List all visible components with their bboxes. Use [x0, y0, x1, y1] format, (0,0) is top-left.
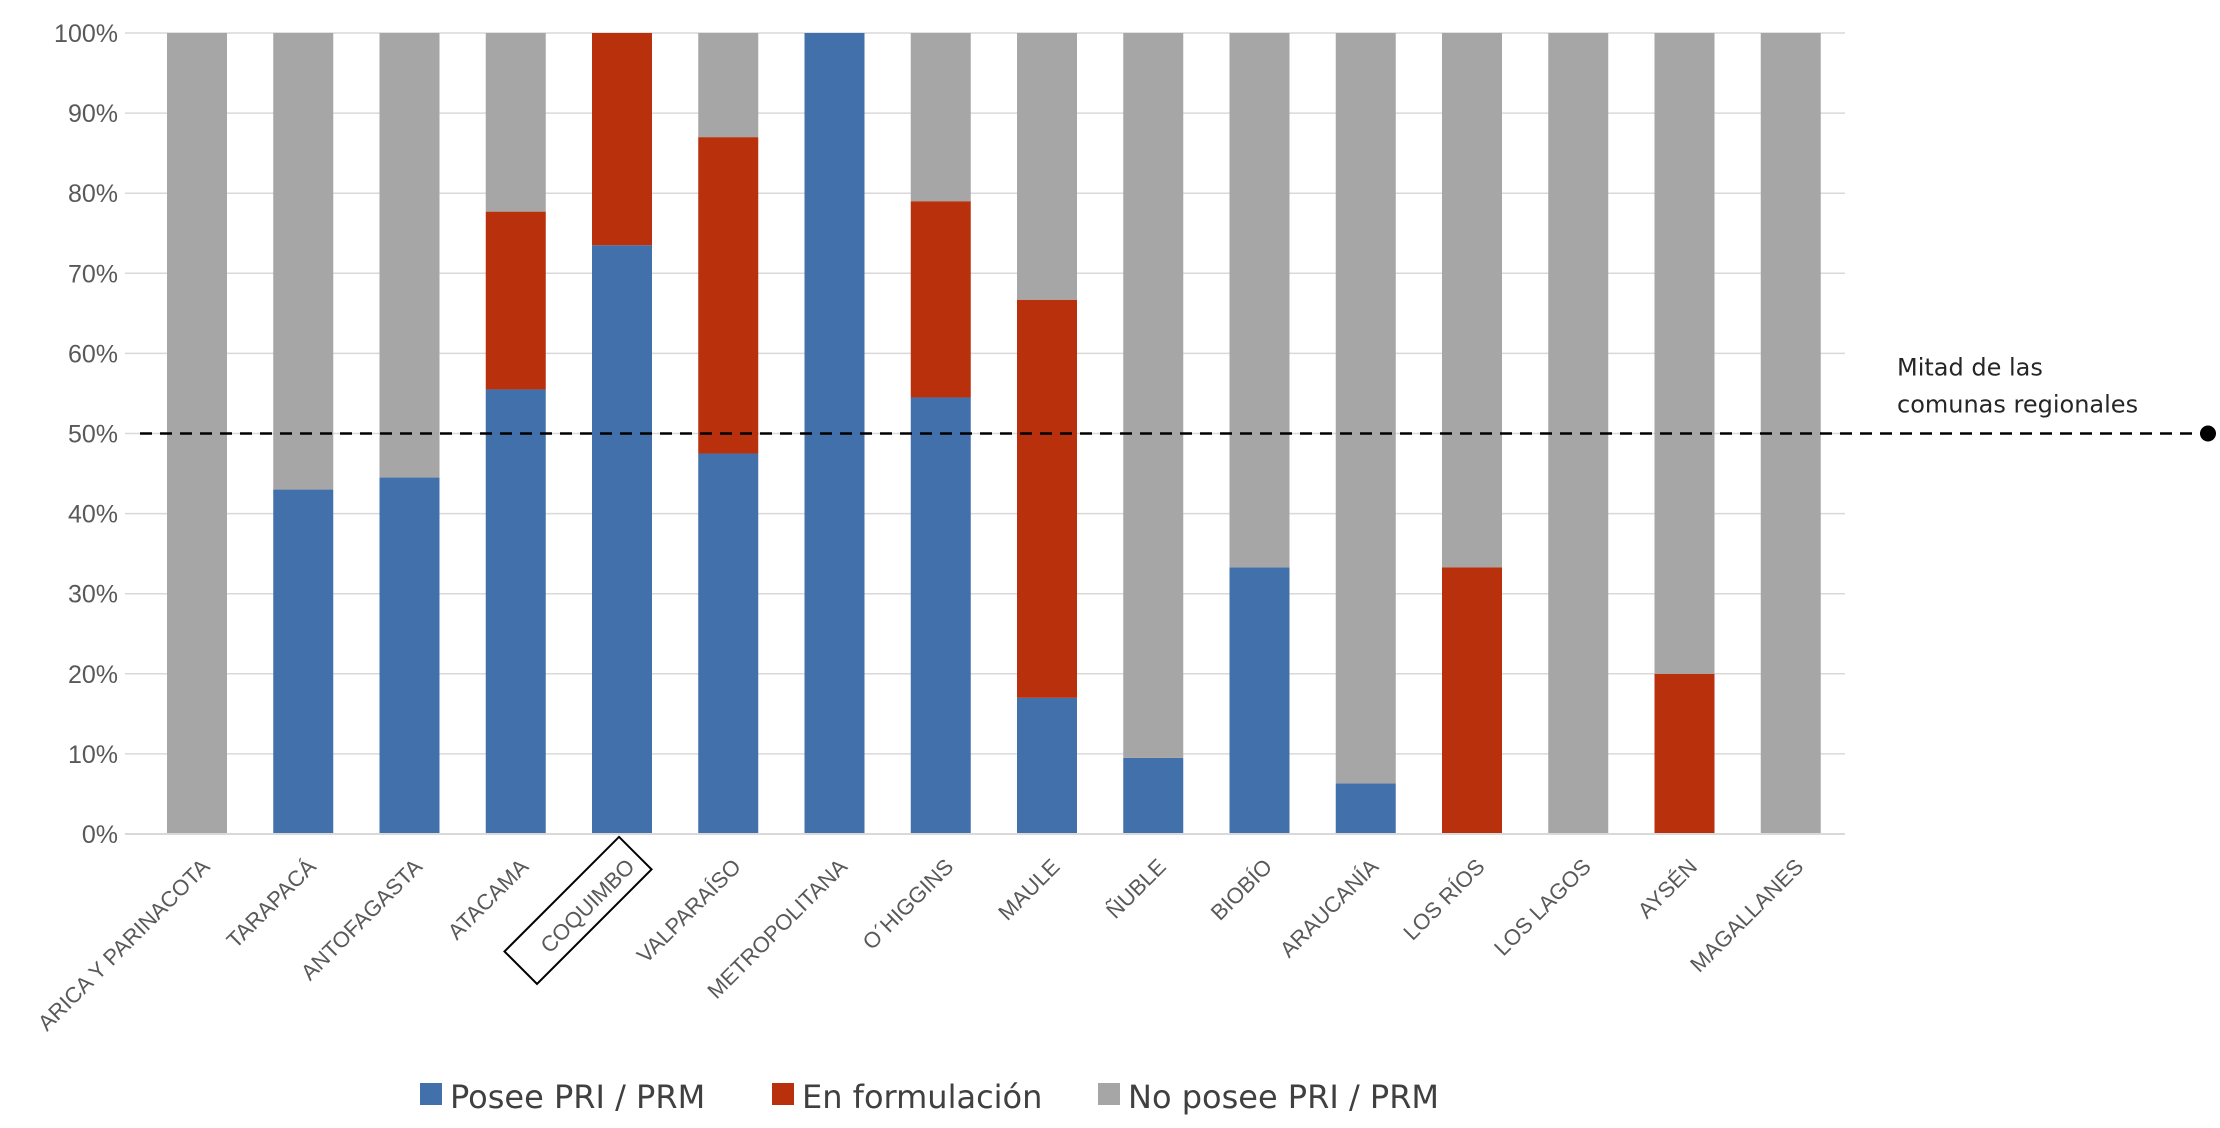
legend-swatch — [1098, 1083, 1120, 1105]
y-tick-label: 50% — [68, 421, 118, 449]
bar-segment — [1335, 33, 1396, 784]
reference-line-endpoint — [2200, 425, 2216, 442]
bar-segment — [592, 245, 652, 834]
y-tick-label: 40% — [68, 501, 118, 529]
category-label: BIOBÍO — [1206, 854, 1277, 925]
category-label: MAULE — [993, 854, 1064, 925]
y-tick-label: 70% — [68, 260, 118, 288]
bar-segment — [379, 477, 440, 834]
bar-segment — [1442, 567, 1502, 834]
bar-segment — [1017, 697, 1077, 834]
bar-segment — [1335, 783, 1396, 834]
category-label: ATACAMA — [443, 854, 534, 945]
reference-line-label-line1: Mitad de las — [1897, 354, 2043, 382]
category-label: TARAPACÁ — [222, 854, 321, 953]
reference-line-label-line2: comunas regionales — [1897, 391, 2138, 419]
y-tick-label: 10% — [68, 741, 118, 769]
bar-segment — [485, 33, 546, 212]
y-tick-label: 80% — [68, 180, 118, 208]
bar-segment — [485, 389, 546, 834]
category-label: ARAUCANÍA — [1275, 854, 1384, 963]
bar-segment — [1548, 33, 1609, 834]
bar-segment — [698, 33, 759, 138]
bar-segment — [910, 33, 971, 202]
y-tick-label: 0% — [82, 821, 118, 849]
bar-segment — [910, 397, 971, 834]
y-tick-label: 20% — [68, 661, 118, 689]
bar-segment — [273, 33, 334, 490]
bar-segment — [1017, 33, 1077, 300]
legend-swatch — [772, 1083, 794, 1105]
bar-segment — [273, 489, 334, 834]
bar-segment — [910, 201, 971, 398]
bar-segment — [1654, 673, 1715, 834]
legend-label: Posee PRI / PRM — [450, 1078, 705, 1116]
category-label: ARICA Y PARINACOTA — [33, 854, 215, 1036]
y-tick-label: 30% — [68, 581, 118, 609]
category-label: LOS LAGOS — [1489, 854, 1596, 961]
bar-segment — [379, 33, 440, 478]
legend-label: En formulación — [802, 1078, 1042, 1116]
legend: Posee PRI / PRM En formulación No posee PR… — [420, 1078, 1439, 1116]
category-label: LOS RÍOS — [1398, 854, 1489, 945]
bar-segment — [1229, 567, 1290, 834]
category-label: O´HIGGINS — [858, 854, 959, 955]
category-label: AYSÉN — [1633, 854, 1702, 923]
legend-swatch — [420, 1083, 442, 1105]
bar-segment — [167, 33, 227, 834]
category-label: MAGALLANES — [1685, 854, 1808, 977]
y-axis-tick-labels: 0% 10% 20% 30% 40% 50% 60% 70% 80% 90% 100% — [54, 20, 118, 849]
y-tick-label: 60% — [68, 340, 118, 368]
bar-segment — [1123, 757, 1184, 834]
highlight-box — [503, 835, 653, 986]
y-tick-label: 100% — [54, 20, 118, 48]
legend-label: No posee PRI / PRM — [1128, 1078, 1439, 1116]
bar-segment — [1442, 33, 1502, 568]
category-label: ÑUBLE — [1101, 854, 1171, 924]
bar-segment — [698, 137, 759, 454]
bar-segment — [1123, 33, 1184, 758]
bar-segment — [485, 211, 546, 390]
bar-segment — [592, 33, 652, 246]
bar-segment — [1017, 299, 1077, 698]
reference-line-group: Mitad de las comunas regionales — [140, 354, 2216, 442]
bar-segment — [698, 453, 759, 834]
bar-segment — [804, 33, 865, 834]
bars — [167, 33, 1821, 834]
bar-segment — [1654, 33, 1715, 674]
bar-segment — [1229, 33, 1290, 568]
y-tick-label: 90% — [68, 100, 118, 128]
